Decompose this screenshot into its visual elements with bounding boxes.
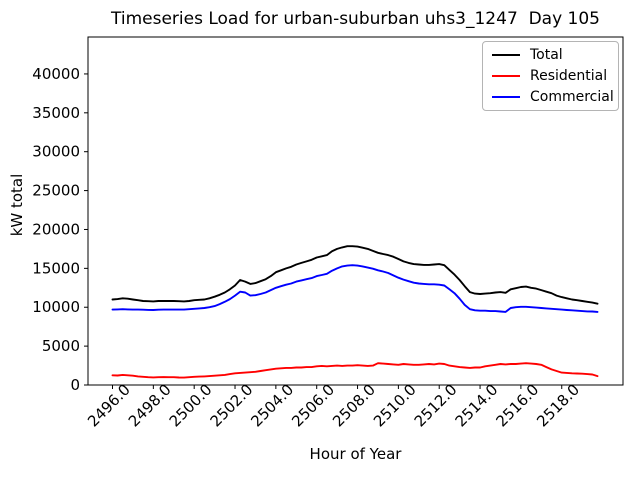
x-tick-label: 2508.0 xyxy=(329,381,379,431)
legend-item-total: Total xyxy=(483,47,618,63)
x-tick-label: 2500.0 xyxy=(166,381,216,431)
legend-line-swatch-commercial xyxy=(492,95,520,98)
legend-line-swatch-total xyxy=(492,54,520,57)
x-tick-label: 2504.0 xyxy=(247,381,297,431)
legend-label-total: Total xyxy=(530,47,563,64)
y-tick-label: 35000 xyxy=(32,104,80,122)
y-tick-label: 10000 xyxy=(32,298,80,316)
x-tick-label: 2496.0 xyxy=(84,381,134,431)
y-tick-label: 5000 xyxy=(42,337,80,355)
x-tick-label: 2506.0 xyxy=(288,381,338,431)
y-tick-label: 25000 xyxy=(32,182,80,200)
legend-item-residential: Residential xyxy=(483,68,618,84)
x-tick-label: 2502.0 xyxy=(207,381,257,431)
x-tick-label: 2516.0 xyxy=(492,381,542,431)
x-tick-label: 2512.0 xyxy=(411,381,461,431)
chart-title: Timeseries Load for urban-suburban uhs3_… xyxy=(111,9,600,29)
legend: Total Residential Commercial xyxy=(482,41,619,111)
x-tick-label: 2510.0 xyxy=(370,381,420,431)
x-tick-label: 2518.0 xyxy=(533,381,583,431)
series-line-commercial xyxy=(111,264,599,313)
y-tick-label: 0 xyxy=(70,376,80,394)
y-tick-label: 40000 xyxy=(32,65,80,83)
x-axis-label: Hour of Year xyxy=(309,445,402,463)
y-tick-label: 30000 xyxy=(32,143,80,161)
legend-item-commercial: Commercial xyxy=(483,89,618,105)
series-line-residential xyxy=(111,362,599,379)
series-line-total xyxy=(111,245,599,305)
legend-label-commercial: Commercial xyxy=(530,88,614,105)
y-tick-label: 20000 xyxy=(32,220,80,238)
legend-label-residential: Residential xyxy=(530,67,608,84)
axes-frame xyxy=(87,36,624,386)
x-tick-label: 2498.0 xyxy=(125,381,175,431)
y-axis-label: kW total xyxy=(8,173,26,237)
legend-line-swatch-residential xyxy=(492,74,520,77)
y-tick-label: 15000 xyxy=(32,259,80,277)
x-tick-label: 2514.0 xyxy=(452,381,502,431)
